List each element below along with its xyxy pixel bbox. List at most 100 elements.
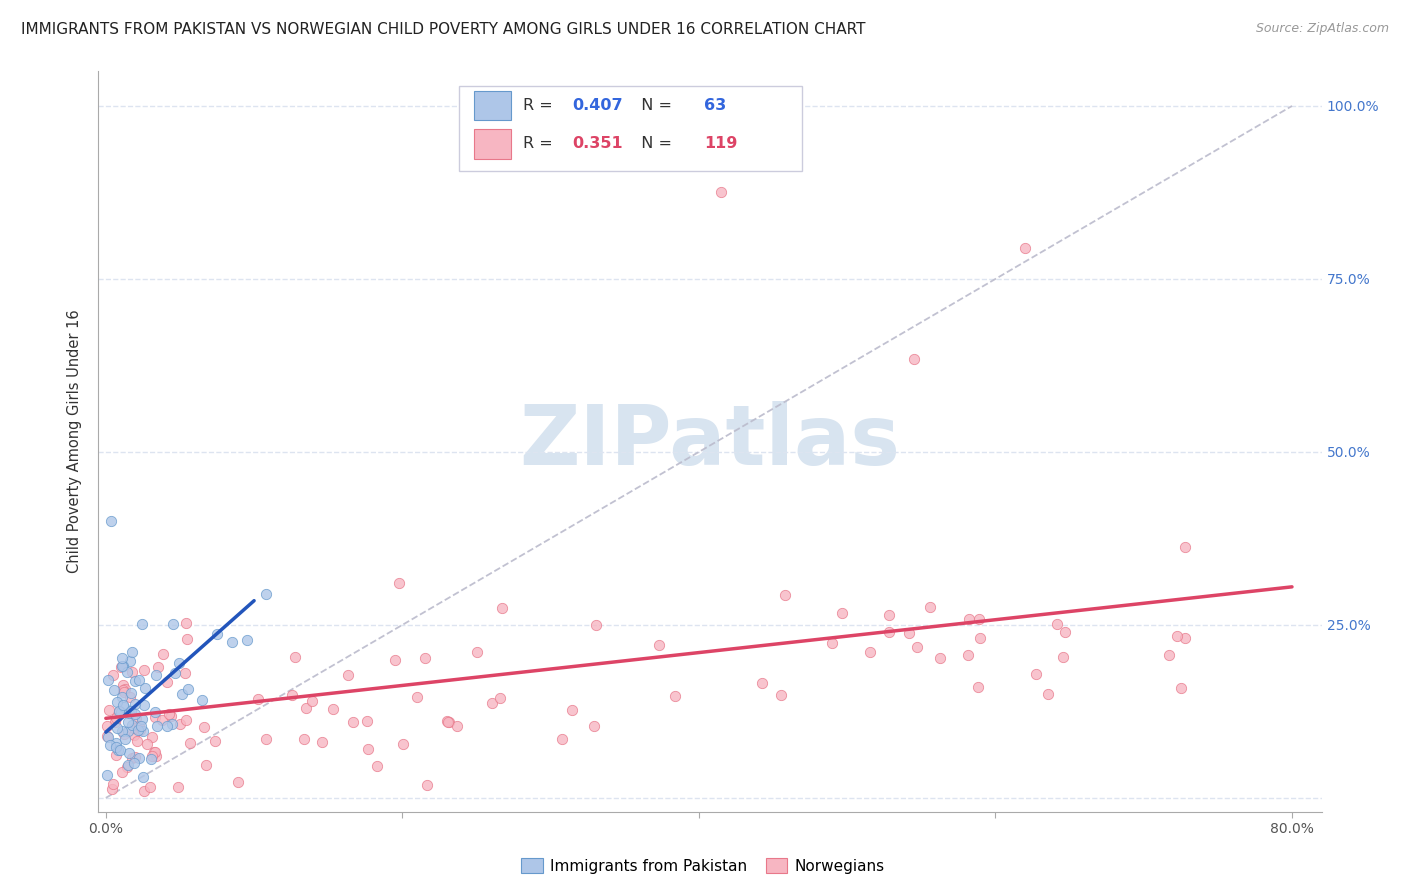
Text: N =: N = bbox=[630, 98, 676, 113]
Point bbox=[101, 668, 124, 682]
Point bbox=[128, 719, 150, 733]
Point bbox=[132, 698, 155, 712]
Point bbox=[413, 650, 436, 665]
Point bbox=[160, 717, 183, 731]
Point bbox=[105, 721, 128, 735]
Point bbox=[174, 666, 197, 681]
Point bbox=[128, 673, 150, 687]
Point bbox=[142, 745, 165, 759]
Point bbox=[1166, 629, 1188, 643]
Point bbox=[101, 782, 124, 797]
Point bbox=[104, 736, 127, 750]
Text: 0.351: 0.351 bbox=[572, 136, 623, 152]
Point bbox=[162, 616, 184, 631]
Point bbox=[436, 714, 458, 728]
Point bbox=[1052, 649, 1074, 664]
Point bbox=[143, 705, 166, 719]
Point bbox=[121, 645, 143, 659]
Point bbox=[124, 673, 146, 688]
FancyBboxPatch shape bbox=[474, 91, 510, 120]
Point bbox=[769, 688, 792, 702]
Point bbox=[166, 780, 188, 794]
Point bbox=[647, 638, 669, 652]
Point bbox=[110, 706, 132, 720]
Point bbox=[751, 676, 773, 690]
Point bbox=[100, 739, 122, 753]
Point bbox=[127, 723, 149, 738]
Point bbox=[174, 713, 197, 727]
Point bbox=[177, 681, 200, 696]
Point bbox=[322, 702, 344, 716]
Point bbox=[101, 777, 124, 791]
Point bbox=[388, 576, 411, 591]
Point bbox=[112, 699, 135, 714]
Point bbox=[311, 735, 333, 749]
Point bbox=[172, 687, 194, 701]
Point bbox=[107, 705, 129, 719]
Point bbox=[124, 756, 146, 770]
Point bbox=[121, 717, 143, 731]
Point bbox=[139, 780, 162, 794]
Point bbox=[879, 625, 901, 640]
Point bbox=[117, 724, 139, 739]
Point bbox=[114, 681, 136, 696]
Point bbox=[561, 702, 583, 716]
Point bbox=[96, 719, 118, 733]
Point bbox=[1174, 540, 1197, 554]
Point bbox=[821, 635, 844, 649]
Point bbox=[167, 656, 190, 670]
Point bbox=[115, 665, 138, 679]
Point bbox=[146, 659, 169, 673]
Text: Source: ZipAtlas.com: Source: ZipAtlas.com bbox=[1256, 22, 1389, 36]
Point bbox=[292, 732, 315, 747]
Point bbox=[112, 678, 135, 692]
Point bbox=[120, 686, 142, 700]
Point bbox=[1038, 687, 1060, 701]
Text: N =: N = bbox=[630, 136, 676, 152]
Point bbox=[295, 700, 318, 714]
Point bbox=[107, 743, 129, 757]
Point bbox=[301, 694, 323, 708]
Point bbox=[157, 706, 180, 721]
Point bbox=[131, 712, 153, 726]
Point bbox=[859, 645, 882, 659]
Point bbox=[1170, 681, 1192, 695]
Point bbox=[437, 715, 460, 730]
Point bbox=[664, 690, 686, 704]
Point bbox=[169, 717, 191, 731]
Point bbox=[1014, 241, 1036, 255]
Point bbox=[392, 737, 415, 751]
Point bbox=[139, 752, 162, 766]
Point bbox=[134, 784, 156, 798]
Point bbox=[551, 732, 574, 747]
Point bbox=[204, 733, 226, 747]
Point bbox=[159, 709, 181, 723]
Point bbox=[145, 748, 167, 763]
Point bbox=[121, 751, 143, 765]
Point bbox=[247, 691, 270, 706]
Point bbox=[280, 688, 302, 702]
Point bbox=[111, 658, 134, 673]
Point bbox=[112, 685, 135, 699]
Point bbox=[121, 665, 143, 679]
Point bbox=[124, 697, 146, 711]
Point bbox=[110, 690, 132, 704]
Point bbox=[96, 730, 118, 744]
Text: 119: 119 bbox=[704, 136, 737, 152]
FancyBboxPatch shape bbox=[474, 129, 510, 159]
Point bbox=[956, 648, 979, 662]
Point bbox=[124, 750, 146, 764]
Point bbox=[903, 351, 925, 366]
Legend: Immigrants from Pakistan, Norwegians: Immigrants from Pakistan, Norwegians bbox=[515, 852, 891, 880]
Point bbox=[96, 767, 118, 781]
Point bbox=[97, 673, 120, 687]
Point bbox=[103, 682, 125, 697]
Point bbox=[141, 749, 163, 764]
Point bbox=[191, 693, 214, 707]
Point bbox=[112, 659, 135, 673]
Point bbox=[465, 645, 488, 659]
Point bbox=[143, 710, 166, 724]
Point bbox=[436, 715, 458, 730]
Point bbox=[583, 719, 606, 733]
FancyBboxPatch shape bbox=[460, 87, 801, 171]
